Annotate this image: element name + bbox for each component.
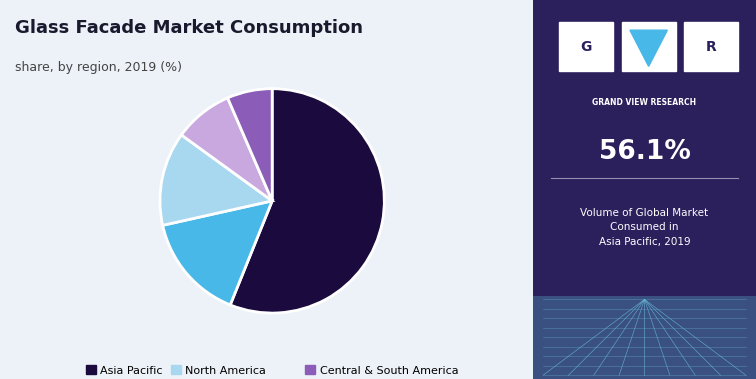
Text: Glass Facade Market Consumption: Glass Facade Market Consumption (15, 19, 363, 37)
Text: 56.1%: 56.1% (599, 139, 690, 164)
Text: Source:: Source: (551, 302, 593, 312)
Polygon shape (630, 30, 668, 66)
Wedge shape (228, 89, 272, 201)
Text: share, by region, 2019 (%): share, by region, 2019 (%) (15, 61, 182, 74)
Bar (684, 22, 738, 71)
Text: G: G (581, 39, 592, 53)
Wedge shape (163, 201, 272, 305)
Wedge shape (181, 98, 272, 201)
Wedge shape (231, 89, 384, 313)
Text: www.grandviewresearch.com: www.grandviewresearch.com (551, 329, 683, 338)
Text: R: R (705, 39, 717, 53)
Bar (621, 22, 676, 71)
Text: V: V (643, 39, 654, 53)
Bar (559, 22, 613, 71)
Text: Volume of Global Market
Consumed in
Asia Pacific, 2019: Volume of Global Market Consumed in Asia… (581, 208, 708, 247)
Wedge shape (160, 135, 272, 226)
Text: GRAND VIEW RESEARCH: GRAND VIEW RESEARCH (593, 98, 696, 107)
Legend: Asia Pacific, Europe, North America, Middle East & Africa, Central & South Ameri: Asia Pacific, Europe, North America, Mid… (86, 365, 458, 379)
